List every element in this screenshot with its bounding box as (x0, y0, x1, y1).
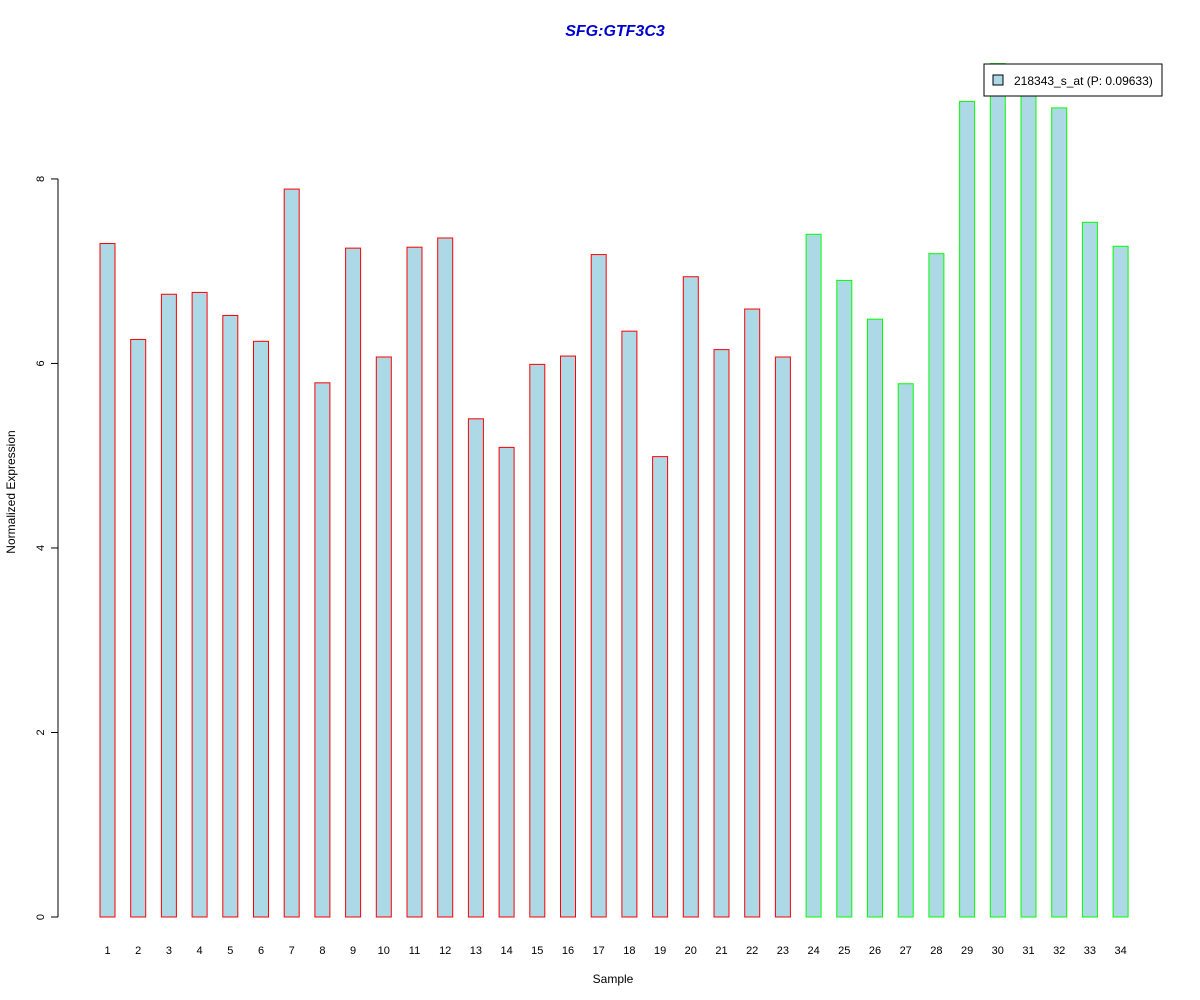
bar-sample-26 (867, 318, 883, 918)
y-tick-label: 8 (35, 176, 47, 182)
x-tick-label: 14 (500, 945, 512, 957)
x-tick-label: 34 (1114, 945, 1126, 957)
x-tick-label: 11 (409, 945, 420, 957)
x-tick-label: 18 (623, 945, 635, 957)
bar-sample-33 (1081, 221, 1098, 918)
bar-sample-24 (805, 233, 822, 918)
x-tick-label: 8 (319, 945, 325, 957)
x-tick-label: 6 (258, 945, 264, 957)
x-tick-label: 23 (777, 945, 789, 957)
bar-sample-12 (437, 237, 454, 918)
x-tick-label: 3 (166, 945, 172, 957)
bar-sample-34 (1112, 245, 1129, 918)
x-tick-label: 31 (1022, 945, 1034, 957)
bar-sample-16 (560, 355, 576, 918)
x-tick-label: 19 (654, 945, 666, 957)
y-tick-label: 6 (35, 360, 47, 366)
bar-sample-19 (652, 456, 669, 918)
bar-sample-10 (375, 356, 392, 918)
bars-layer (99, 63, 1129, 918)
x-tick-label: 5 (227, 945, 233, 957)
x-tick-label: 20 (685, 945, 697, 957)
x-tick-label: 4 (197, 945, 203, 957)
bar-sample-18 (621, 330, 638, 918)
bar-sample-30 (989, 63, 1006, 918)
bar-sample-5 (222, 314, 239, 918)
x-tick-label: 2 (135, 945, 141, 957)
bar-sample-20 (682, 276, 699, 918)
bar-sample-27 (897, 383, 914, 918)
y-axis-label: Normalized Expression (4, 430, 18, 553)
legend-entry: 218343_s_at (P: 0.09633) (1014, 74, 1153, 88)
bar-sample-22 (744, 308, 761, 918)
bar-sample-11 (406, 246, 423, 918)
bar-sample-4 (191, 291, 208, 918)
bar-sample-9 (345, 247, 362, 918)
x-tick-label: 1 (104, 945, 110, 957)
bar-sample-7 (283, 188, 300, 918)
x-tick-label: 15 (531, 945, 543, 957)
chart-title: SFG:GTF3C3 (565, 23, 665, 40)
x-tick-label: 28 (930, 945, 942, 957)
y-tick-label: 2 (35, 729, 47, 735)
x-axis-label: Sample (593, 972, 634, 986)
x-tick-label: 30 (992, 945, 1004, 957)
bar-sample-14 (498, 446, 515, 918)
bar-sample-17 (590, 254, 607, 918)
bar-sample-2 (130, 338, 147, 918)
x-tick-label: 16 (562, 945, 574, 957)
legend: 218343_s_at (P: 0.09633) (983, 63, 1163, 97)
x-tick-label: 26 (869, 945, 881, 957)
bar-sample-6 (253, 340, 269, 918)
bar-sample-13 (467, 418, 484, 918)
x-tick-label: 17 (593, 945, 605, 957)
x-tick-label: 9 (350, 945, 356, 957)
y-axis: 0 2 4 6 8 (35, 176, 59, 920)
bar-sample-29 (959, 100, 976, 918)
bar-sample-1 (99, 243, 116, 918)
legend-swatch (992, 74, 1004, 86)
bar-sample-15 (529, 363, 546, 918)
bar-sample-3 (160, 293, 177, 918)
x-tick-label: 24 (807, 945, 819, 957)
bar-sample-25 (836, 279, 853, 918)
x-tick-label: 12 (439, 945, 451, 957)
bar-sample-31 (1020, 90, 1037, 918)
legend-box (983, 63, 1163, 97)
x-tick-labels: 1 2 3 4 5 6 7 8 9 10 11 12 13 14 15 16 17 18 19 20 21 22 23 24 2… (104, 945, 1126, 957)
x-tick-label: 29 (961, 945, 973, 957)
x-tick-label: 22 (746, 945, 758, 957)
x-tick-label: 33 (1084, 945, 1096, 957)
bar-sample-23 (774, 356, 791, 918)
x-tick-label: 25 (838, 945, 850, 957)
bar-sample-21 (713, 349, 730, 918)
bar-sample-8 (314, 382, 331, 918)
y-tick-label: 0 (35, 914, 47, 920)
x-tick-label: 10 (378, 945, 390, 957)
bar-sample-32 (1051, 107, 1068, 918)
x-tick-label: 21 (715, 945, 727, 957)
x-tick-label: 27 (900, 945, 912, 957)
x-tick-label: 7 (289, 945, 295, 957)
y-tick-label: 4 (35, 545, 47, 551)
x-tick-label: 32 (1053, 945, 1065, 957)
bar-sample-28 (928, 253, 945, 918)
x-tick-label: 13 (470, 945, 482, 957)
